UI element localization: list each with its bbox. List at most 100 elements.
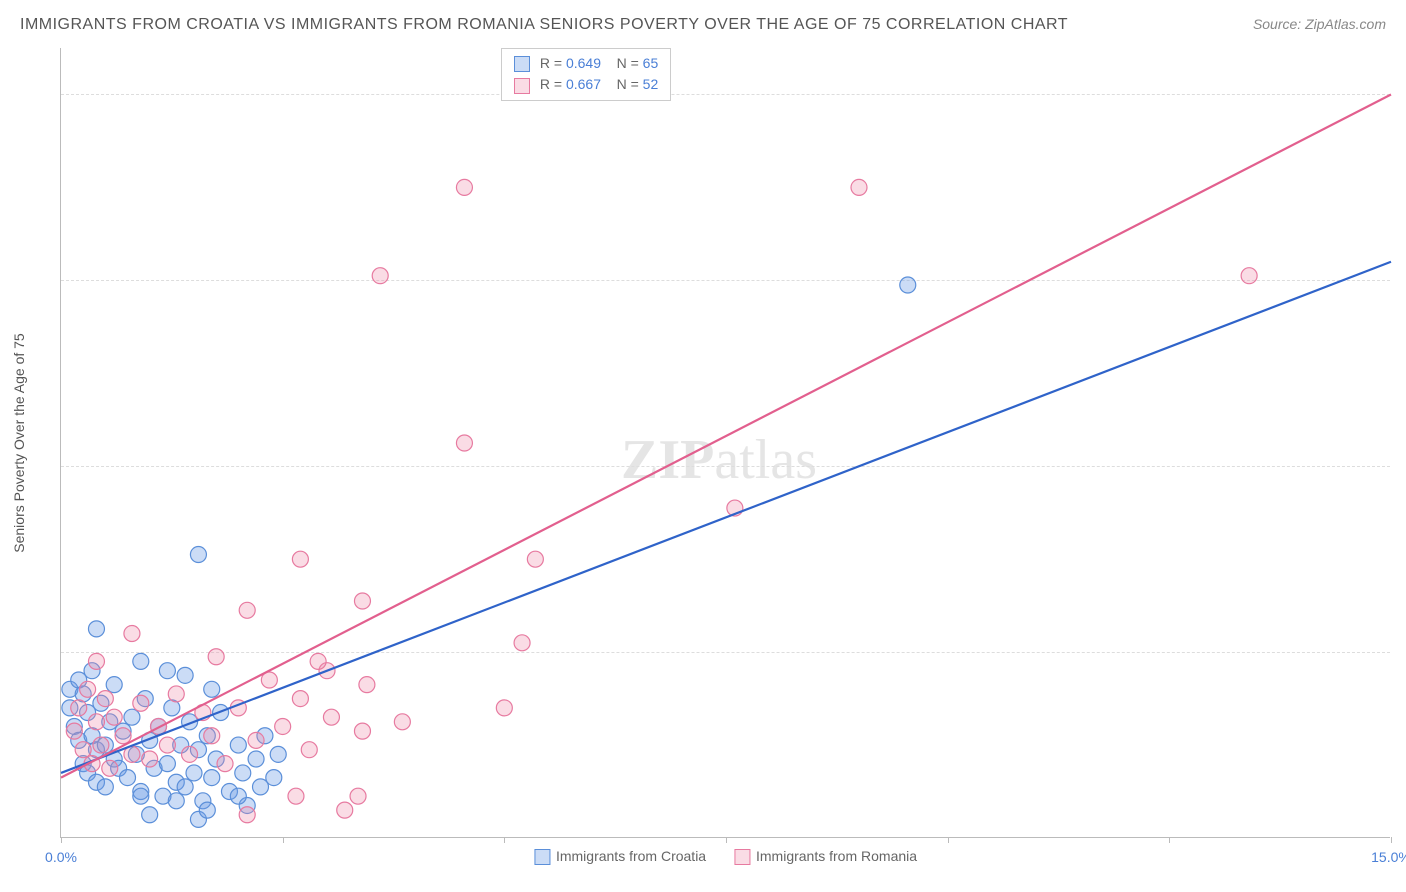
scatter-point: [75, 742, 91, 758]
x-tick: [1391, 837, 1392, 843]
r-value: 0.667: [566, 76, 601, 92]
legend-item-romania: Immigrants from Romania: [734, 848, 917, 864]
scatter-point: [115, 728, 131, 744]
n-label: N =: [617, 55, 643, 71]
x-tick: [61, 837, 62, 843]
chart-area: Seniors Poverty Over the Age of 75 ZIPat…: [60, 48, 1390, 838]
scatter-point: [199, 802, 215, 818]
swatch-croatia: [514, 56, 530, 72]
scatter-point: [133, 695, 149, 711]
trend-line: [61, 262, 1391, 773]
x-tick: [283, 837, 284, 843]
y-axis-title: Seniors Poverty Over the Age of 75: [11, 333, 27, 552]
scatter-point: [177, 779, 193, 795]
scatter-point: [204, 770, 220, 786]
scatter-point: [527, 551, 543, 567]
scatter-point: [142, 807, 158, 823]
scatter-point: [900, 277, 916, 293]
scatter-point: [217, 756, 233, 772]
stats-legend: R = 0.649 N = 65 R = 0.667 N = 52: [501, 48, 671, 101]
scatter-point: [159, 663, 175, 679]
x-tick: [726, 837, 727, 843]
scatter-point: [97, 691, 113, 707]
bottom-legend: Immigrants from Croatia Immigrants from …: [522, 848, 929, 865]
scatter-point: [323, 709, 339, 725]
scatter-point: [168, 686, 184, 702]
scatter-point: [159, 756, 175, 772]
swatch-romania: [734, 849, 750, 865]
scatter-point: [124, 626, 140, 642]
scatter-point: [248, 751, 264, 767]
scatter-point: [301, 742, 317, 758]
scatter-point: [456, 179, 472, 195]
scatter-point: [120, 770, 136, 786]
scatter-point: [337, 802, 353, 818]
scatter-point: [159, 737, 175, 753]
scatter-point: [88, 621, 104, 637]
scatter-point: [177, 667, 193, 683]
x-tick-label: 0.0%: [45, 849, 77, 865]
scatter-point: [235, 765, 251, 781]
scatter-point: [186, 765, 202, 781]
chart-title: IMMIGRANTS FROM CROATIA VS IMMIGRANTS FR…: [20, 16, 1068, 34]
r-label: R =: [540, 55, 566, 71]
scatter-point: [142, 751, 158, 767]
stats-row-romania: R = 0.667 N = 52: [514, 74, 658, 95]
n-value: 52: [643, 76, 659, 92]
scatter-point: [204, 728, 220, 744]
scatter-point: [292, 691, 308, 707]
legend-item-croatia: Immigrants from Croatia: [534, 848, 710, 864]
scatter-point: [239, 807, 255, 823]
trend-line: [61, 94, 1391, 777]
scatter-point: [88, 653, 104, 669]
legend-label: Immigrants from Croatia: [556, 848, 706, 864]
scatter-point: [372, 268, 388, 284]
source-label: Source: ZipAtlas.com: [1253, 16, 1386, 32]
scatter-point: [239, 602, 255, 618]
scatter-point: [133, 788, 149, 804]
scatter-point: [275, 718, 291, 734]
x-tick-label: 15.0%: [1371, 849, 1406, 865]
scatter-point: [168, 793, 184, 809]
scatter-point: [354, 723, 370, 739]
scatter-point: [230, 788, 246, 804]
scatter-point: [190, 547, 206, 563]
r-value: 0.649: [566, 55, 601, 71]
scatter-point: [1241, 268, 1257, 284]
scatter-point: [230, 737, 246, 753]
scatter-point: [394, 714, 410, 730]
scatter-point: [514, 635, 530, 651]
scatter-point: [248, 732, 264, 748]
stats-row-croatia: R = 0.649 N = 65: [514, 53, 658, 74]
x-tick: [1169, 837, 1170, 843]
scatter-point: [97, 779, 113, 795]
scatter-point: [354, 593, 370, 609]
scatter-point: [359, 677, 375, 693]
scatter-point: [102, 760, 118, 776]
scatter-point: [133, 653, 149, 669]
scatter-point: [270, 746, 286, 762]
n-label: N =: [617, 76, 643, 92]
legend-label: Immigrants from Romania: [756, 848, 917, 864]
scatter-point: [851, 179, 867, 195]
scatter-point: [106, 709, 122, 725]
scatter-point: [106, 677, 122, 693]
scatter-point: [88, 714, 104, 730]
scatter-point: [93, 737, 109, 753]
scatter-svg: [61, 48, 1390, 837]
scatter-point: [204, 681, 220, 697]
swatch-romania: [514, 78, 530, 94]
scatter-point: [71, 700, 87, 716]
scatter-point: [66, 723, 82, 739]
scatter-point: [80, 681, 96, 697]
r-label: R =: [540, 76, 566, 92]
x-tick: [504, 837, 505, 843]
x-tick: [948, 837, 949, 843]
scatter-point: [208, 649, 224, 665]
scatter-point: [350, 788, 366, 804]
scatter-point: [182, 746, 198, 762]
scatter-point: [456, 435, 472, 451]
scatter-point: [288, 788, 304, 804]
scatter-point: [496, 700, 512, 716]
scatter-point: [124, 709, 140, 725]
